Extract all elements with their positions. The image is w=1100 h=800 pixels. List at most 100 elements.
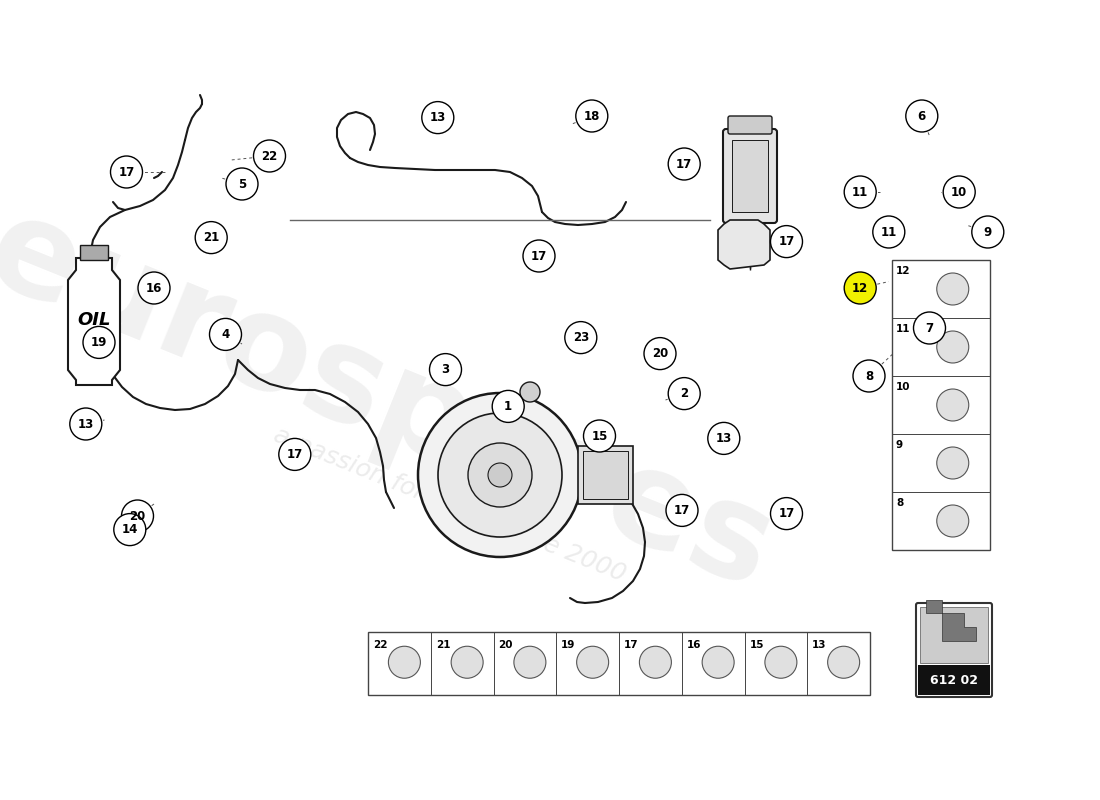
Circle shape — [770, 226, 803, 258]
Text: 9: 9 — [896, 440, 903, 450]
FancyBboxPatch shape — [723, 129, 777, 223]
Circle shape — [226, 168, 258, 200]
Text: 17: 17 — [624, 640, 639, 650]
Text: 16: 16 — [146, 282, 162, 294]
Text: 21: 21 — [204, 231, 219, 244]
Text: 11: 11 — [852, 186, 868, 198]
Circle shape — [937, 273, 969, 305]
Circle shape — [209, 318, 242, 350]
Text: 18: 18 — [584, 110, 600, 122]
Circle shape — [564, 322, 597, 354]
Circle shape — [522, 240, 556, 272]
Text: 17: 17 — [287, 448, 303, 461]
Text: 17: 17 — [119, 166, 134, 178]
Bar — [368, 632, 870, 695]
Circle shape — [253, 140, 286, 172]
Circle shape — [468, 443, 532, 507]
Circle shape — [937, 505, 969, 537]
Text: 8: 8 — [896, 498, 903, 508]
Text: 17: 17 — [674, 504, 690, 517]
Text: 3: 3 — [441, 363, 450, 376]
Bar — [892, 260, 990, 550]
Circle shape — [451, 646, 483, 678]
Circle shape — [827, 646, 859, 678]
Circle shape — [82, 326, 116, 358]
Circle shape — [583, 420, 616, 452]
Circle shape — [575, 100, 608, 132]
Bar — [732, 140, 768, 212]
Bar — [583, 451, 628, 499]
Text: 6: 6 — [917, 110, 926, 122]
Text: 23: 23 — [573, 331, 588, 344]
Text: a passion for parts since 2000: a passion for parts since 2000 — [271, 423, 629, 587]
Text: 15: 15 — [749, 640, 764, 650]
Text: 2: 2 — [680, 387, 689, 400]
Circle shape — [113, 514, 146, 546]
Text: 5: 5 — [238, 178, 246, 190]
Circle shape — [639, 646, 671, 678]
Circle shape — [666, 494, 698, 526]
Text: eurospares: eurospares — [0, 185, 791, 615]
Polygon shape — [80, 245, 108, 260]
Circle shape — [138, 272, 170, 304]
Text: 17: 17 — [531, 250, 547, 262]
Circle shape — [872, 216, 905, 248]
Circle shape — [770, 498, 803, 530]
Text: 16: 16 — [686, 640, 702, 650]
Circle shape — [707, 422, 740, 454]
Text: 11: 11 — [896, 324, 911, 334]
Text: 22: 22 — [262, 150, 277, 162]
Text: 21: 21 — [436, 640, 450, 650]
Text: 8: 8 — [865, 370, 873, 382]
Circle shape — [429, 354, 462, 386]
Circle shape — [488, 463, 512, 487]
Circle shape — [702, 646, 734, 678]
Text: 10: 10 — [896, 382, 911, 392]
Circle shape — [438, 413, 562, 537]
Circle shape — [110, 156, 143, 188]
Text: 612 02: 612 02 — [930, 674, 978, 686]
Circle shape — [418, 393, 582, 557]
Circle shape — [121, 500, 154, 532]
Bar — [920, 607, 988, 663]
Circle shape — [278, 438, 311, 470]
FancyBboxPatch shape — [728, 116, 772, 134]
Text: 20: 20 — [498, 640, 513, 650]
Circle shape — [937, 331, 969, 363]
Text: 13: 13 — [430, 111, 446, 124]
Text: 17: 17 — [676, 158, 692, 170]
Text: 13: 13 — [812, 640, 827, 650]
Circle shape — [576, 646, 608, 678]
Text: 15: 15 — [592, 430, 607, 442]
Circle shape — [668, 378, 701, 410]
Circle shape — [644, 338, 676, 370]
Circle shape — [69, 408, 102, 440]
Text: 4: 4 — [221, 328, 230, 341]
Circle shape — [905, 100, 938, 132]
Text: 22: 22 — [373, 640, 387, 650]
Text: 11: 11 — [881, 226, 896, 238]
Circle shape — [668, 148, 701, 180]
Circle shape — [943, 176, 976, 208]
Bar — [578, 446, 632, 504]
Text: 20: 20 — [652, 347, 668, 360]
Circle shape — [844, 176, 877, 208]
Text: 10: 10 — [952, 186, 967, 198]
Circle shape — [852, 360, 886, 392]
Circle shape — [388, 646, 420, 678]
Text: 17: 17 — [779, 507, 794, 520]
Text: 7: 7 — [925, 322, 934, 334]
Circle shape — [520, 382, 540, 402]
Text: 12: 12 — [896, 266, 911, 276]
Circle shape — [937, 447, 969, 479]
Circle shape — [421, 102, 454, 134]
Circle shape — [492, 390, 525, 422]
Circle shape — [971, 216, 1004, 248]
Polygon shape — [68, 258, 120, 385]
Text: 9: 9 — [983, 226, 992, 238]
Text: 17: 17 — [779, 235, 794, 248]
Circle shape — [844, 272, 877, 304]
Text: 13: 13 — [716, 432, 732, 445]
Polygon shape — [718, 220, 770, 269]
Text: 20: 20 — [130, 510, 145, 522]
